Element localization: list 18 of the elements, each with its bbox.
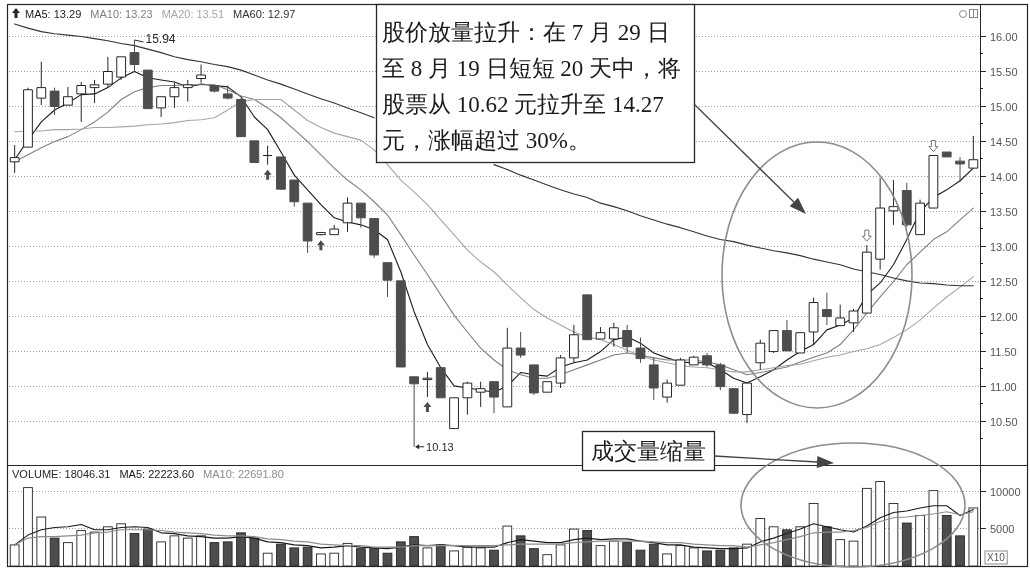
annotation: 成交量缩量 [590,439,706,464]
y-tick-label: 14.50 [990,135,1018,148]
y-tick-label: 14.00 [990,170,1018,183]
y-tick-label: 10.50 [990,415,1018,428]
annotation: 15.94 [145,32,176,47]
y-tick-label: 10000 [990,485,1021,498]
y-tick-label: 12.50 [990,275,1018,288]
y-tick-label: 13.00 [990,240,1018,253]
y-tick-label: 11.00 [990,380,1017,393]
y-tick-label: 12.00 [990,310,1018,323]
annotation: 10.13 [426,440,454,453]
y-tick-label: 5000 [990,522,1015,535]
y-tick-label: 11.50 [990,345,1017,358]
y-tick-label: 15.50 [990,65,1018,78]
annotation: 股价放量拉升：在 7 月 29 日至 8 月 19 日短短 20 天中，将股票从 10.62 元拉升至 14.27 元，涨幅超过 30%。 [382,20,681,153]
y-tick-label: 15.00 [990,100,1018,113]
y-tick-label: 16.00 [990,30,1018,43]
y-tick-label: 13.50 [990,205,1018,218]
